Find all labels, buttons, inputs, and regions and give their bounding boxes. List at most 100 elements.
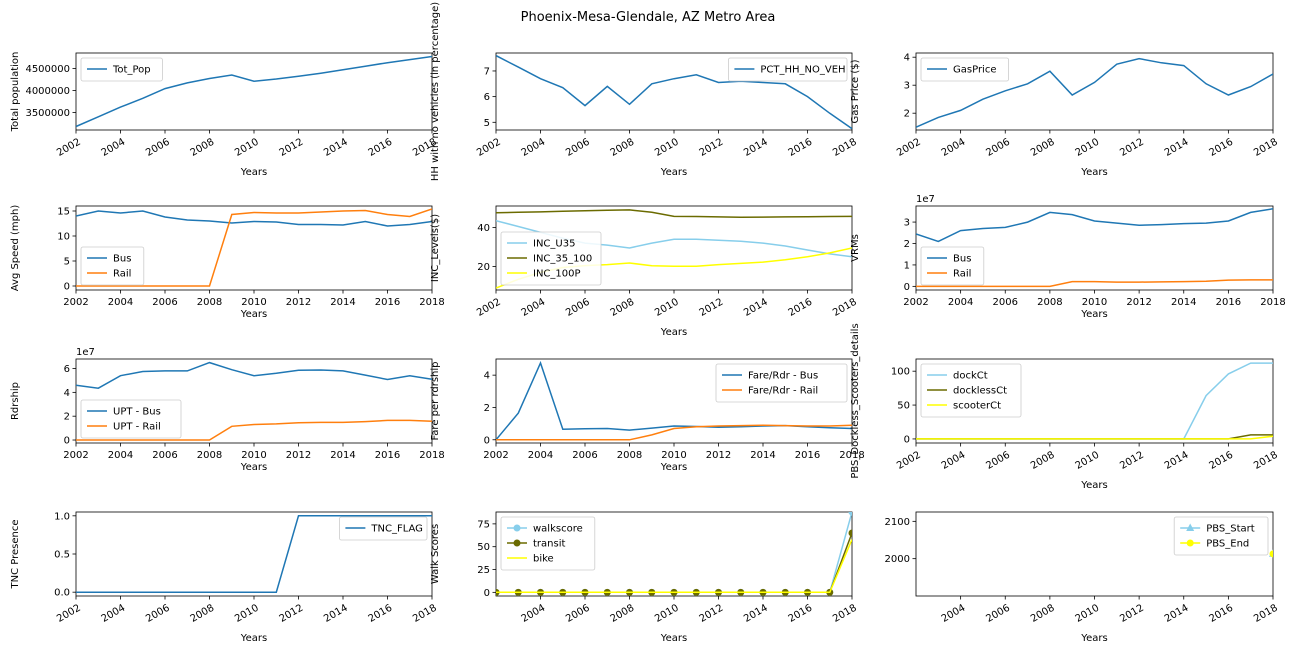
x-tick-label: 2018: [419, 297, 444, 308]
x-tick-label: 2006: [152, 297, 177, 308]
legend-box: [920, 57, 1009, 82]
legend-label: Bus: [113, 254, 131, 265]
legend-box: [80, 246, 145, 286]
x-tick-label: 2008: [609, 603, 637, 625]
y-axis-label: TNC Presence: [10, 520, 21, 590]
y-tick-label: 1.0: [54, 511, 70, 522]
x-tick-label: 2016: [1208, 137, 1236, 159]
legend-box: [500, 516, 596, 571]
x-axis-label: Years: [1080, 480, 1107, 491]
x-tick-label: 2008: [1029, 137, 1057, 159]
x-tick-label: 2004: [520, 137, 548, 159]
series-line-Fare/Rdr - Rail: [496, 424, 852, 441]
x-tick-label: 2016: [787, 137, 815, 159]
y-axis-label: Avg Speed (mph): [10, 205, 21, 292]
chart-panel-10: 2002 2004 2006 2008 2010 2012 2014 2016 2018 0.0 0…: [10, 511, 439, 644]
x-tick-label: 2012: [1118, 137, 1146, 159]
y-tick-label: 25: [477, 565, 490, 576]
x-tick-label: 2010: [1082, 297, 1107, 308]
legend: TNC_FLAG: [338, 516, 428, 541]
y-tick-label: 0: [904, 282, 910, 293]
y-tick-label: 0.0: [54, 588, 70, 599]
x-tick-label: 2002: [63, 297, 88, 308]
x-tick-label: 2006: [564, 297, 592, 319]
y-axis-label: PBS_Dockless_Scooters_details: [850, 323, 861, 478]
series-line-scooterCt: [916, 435, 1273, 440]
series-line-PCT_HH_NO_VEH: [496, 54, 852, 130]
x-tick-label: 2004: [100, 137, 128, 159]
chart-panel-5: 2002 2004 2006 2008 2010 2012 2014 2016 2018 20 40…: [430, 205, 859, 338]
x-tick-label: 2006: [564, 603, 592, 625]
x-tick-label: 2008: [1037, 297, 1062, 308]
x-tick-label: 2016: [1216, 297, 1241, 308]
x-tick-label: 2012: [1118, 603, 1146, 625]
y-scale-label: 1e7: [76, 347, 95, 358]
legend-label: INC_35_100: [533, 254, 592, 265]
x-tick-label: 2006: [144, 603, 172, 625]
x-tick-label: 2018: [411, 603, 439, 625]
x-tick-label: 2010: [233, 137, 261, 159]
x-tick-label: 2018: [831, 137, 859, 159]
legend-box: [80, 399, 182, 439]
x-tick-label: 2014: [1163, 603, 1191, 625]
y-scale-label: 1e7: [916, 194, 935, 205]
data-point-transit: [848, 529, 852, 537]
legend-label: UPT - Rail: [113, 422, 161, 433]
x-tick-label: 2006: [993, 297, 1018, 308]
plot-area: [916, 208, 1273, 288]
x-axis-label: Years: [240, 309, 267, 320]
chart-panel-9: 2002 2004 2006 2008 2010 2012 2014 2016 2018 0 50 1…: [850, 323, 1280, 491]
series-line-INC_35_100: [496, 209, 852, 219]
x-tick-label: 2014: [742, 603, 770, 625]
y-tick-label: 6: [484, 92, 490, 103]
x-tick-label: 2010: [1074, 450, 1102, 472]
y-tick-label: 5: [484, 118, 490, 129]
x-tick-label: 2004: [948, 297, 973, 308]
y-axis-label: INC_Levels($): [430, 214, 441, 282]
x-tick-label: 2016: [367, 137, 395, 159]
y-tick-label: 100: [891, 367, 910, 378]
legend-label: PBS_End: [1206, 539, 1249, 550]
y-axis-label: Total population: [10, 52, 21, 133]
x-tick-label: 2008: [1029, 450, 1057, 472]
x-tick-label: 2012: [698, 603, 726, 625]
x-axis-label: Years: [240, 462, 267, 473]
legend-box: [500, 231, 602, 286]
x-tick-label: 2018: [1252, 137, 1280, 159]
legend-label: scooterCt: [953, 401, 1001, 412]
series-line-Tot_Pop: [76, 55, 432, 128]
x-tick-label: 2004: [520, 297, 548, 319]
y-tick-label: 3: [904, 81, 910, 92]
y-tick-label: 2100: [885, 517, 910, 528]
x-axis-label: Years: [1080, 633, 1107, 644]
y-axis-label: Walk Scores: [430, 524, 441, 584]
plot-area: [1269, 549, 1273, 558]
data-point-walkscore: [848, 512, 852, 516]
legend-marker: [1186, 539, 1194, 547]
plot-area: [76, 361, 432, 441]
x-tick-label: 2018: [1252, 450, 1280, 472]
plot-area: [76, 208, 432, 287]
legend-box: [920, 246, 985, 286]
legend: Fare/Rdr - Bus Fare/Rdr - Rail: [715, 363, 848, 403]
y-tick-label: 5: [64, 257, 70, 268]
y-tick-label: 40: [477, 223, 490, 234]
y-tick-label: 2: [484, 403, 490, 414]
y-tick-label: 4000000: [25, 86, 70, 97]
y-tick-label: 2: [64, 412, 70, 423]
x-tick-label: 2014: [742, 137, 770, 159]
x-tick-label: 2012: [1126, 297, 1151, 308]
y-axis-label: VRMs: [850, 234, 861, 262]
y-tick-label: 50: [477, 542, 490, 553]
legend-label: Fare/Rdr - Rail: [748, 386, 818, 397]
legend-label: PBS_Start: [1206, 524, 1255, 535]
x-tick-label: 2006: [984, 603, 1012, 625]
x-tick-label: 2010: [653, 297, 681, 319]
legend: Bus Rail: [80, 246, 145, 286]
x-tick-label: 2004: [528, 450, 553, 461]
y-axis-label: HH with no vehicles (in percentage): [430, 2, 441, 181]
series-line-Rail: [76, 208, 432, 287]
plot-area: [496, 360, 852, 441]
x-tick-label: 2010: [661, 450, 686, 461]
chart-panel-8: 2002 2004 2006 2008 2010 2012 2014 2016 2018 0 2 4 Y…: [430, 358, 865, 473]
